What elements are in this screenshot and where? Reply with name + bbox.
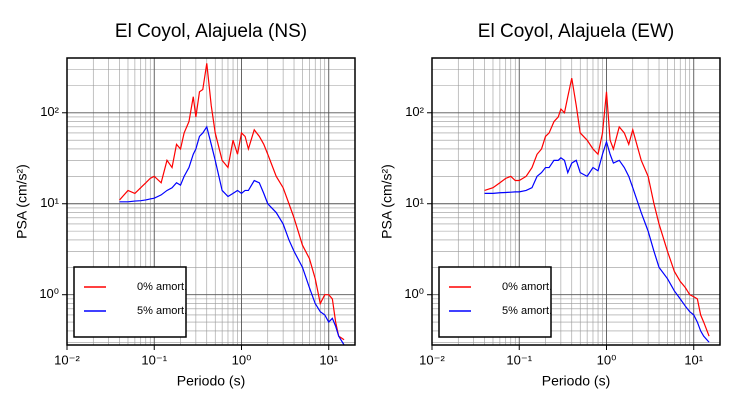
x-tick-label: 10¹ (684, 352, 703, 367)
x-tick-label: 10⁻¹ (506, 352, 532, 367)
x-tick-label: 10⁰ (597, 352, 617, 367)
plot-frame (431, 57, 721, 346)
x-tick-label: 10⁻¹ (141, 352, 167, 367)
subplot: El Coyol, Alajuela (NS) Periodo (s) PSA (c… (14, 21, 356, 389)
legend-label: 0% amort. (137, 281, 187, 293)
x-tick-label: 10⁰ (232, 352, 252, 367)
y-tick-label: 10² (40, 104, 59, 119)
x-tick-label: 10¹ (319, 352, 338, 367)
series-line (484, 139, 710, 343)
series-line (119, 125, 345, 345)
subplot: El Coyol, Alajuela (EW) Periodo (s) PSA (c… (379, 21, 721, 389)
x-tick-label: 10⁻² (419, 352, 445, 367)
legend-label: 5% amort. (137, 305, 187, 317)
y-tick-label: 10² (405, 104, 424, 119)
legend: 0% amort. 5% amort. (438, 266, 552, 338)
y-axis-label: PSA (cm/s²) (379, 164, 395, 239)
chart-title: El Coyol, Alajuela (NS) (115, 21, 307, 42)
x-axis-label: Periodo (s) (177, 373, 245, 389)
plot-frame (66, 57, 356, 346)
y-tick-label: 10⁰ (39, 286, 59, 301)
legend: 0% amort. 5% amort. (73, 266, 187, 338)
series-line (484, 78, 710, 337)
y-tick-label: 10¹ (40, 195, 59, 210)
x-tick-label: 10⁻² (54, 352, 80, 367)
y-axis-label: PSA (cm/s²) (14, 164, 30, 239)
legend-box (438, 266, 552, 338)
legend-box (73, 266, 187, 338)
y-tick-label: 10⁰ (404, 286, 424, 301)
chart-title: El Coyol, Alajuela (EW) (478, 21, 674, 42)
legend-label: 0% amort. (502, 281, 552, 293)
x-axis-label: Periodo (s) (542, 373, 610, 389)
y-tick-label: 10¹ (405, 195, 424, 210)
series-line (119, 63, 345, 341)
legend-label: 5% amort. (502, 305, 552, 317)
